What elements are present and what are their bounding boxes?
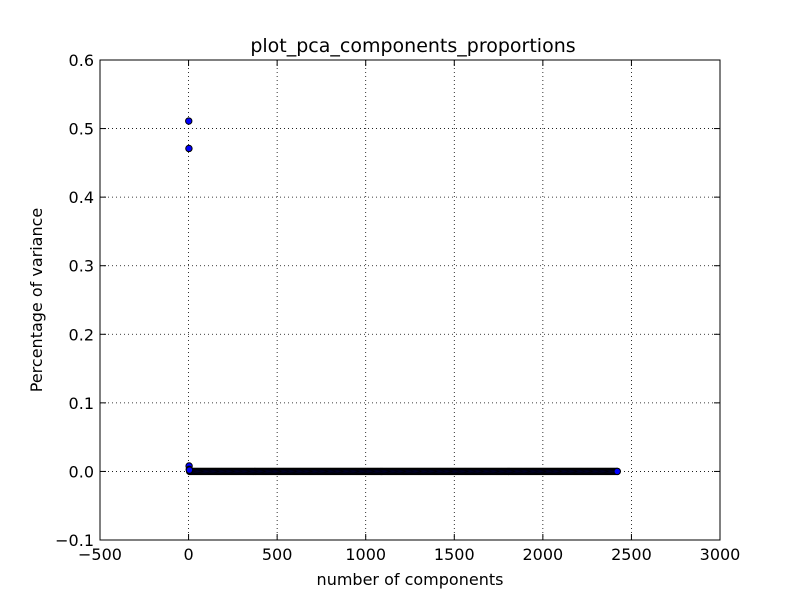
y-tick-label: −0.1 — [55, 531, 94, 550]
data-point — [185, 117, 193, 125]
x-tick-label: 1000 — [345, 545, 386, 564]
x-tick-label: 0 — [183, 545, 193, 564]
x-tick-label: 3000 — [700, 545, 741, 564]
data-point — [185, 466, 194, 474]
axis-ticks — [99, 59, 721, 541]
y-axis-label: Percentage of variance — [27, 208, 46, 392]
y-tick-labels: −0.1 0.0 0.1 0.2 0.3 0.4 0.5 0.6 — [55, 51, 94, 550]
x-tick-label: 1500 — [434, 545, 475, 564]
data-point — [185, 144, 193, 153]
y-tick-label: 0.3 — [69, 257, 94, 276]
y-tick-label: 0.6 — [69, 51, 94, 70]
y-tick-label: 0.5 — [69, 120, 94, 139]
chart-title: plot_pca_components_proportions — [250, 35, 575, 57]
y-tick-label: 0.1 — [69, 394, 94, 413]
x-axis-label: number of components — [317, 570, 504, 589]
data-point — [613, 467, 621, 476]
y-tick-label: 0.4 — [69, 188, 94, 207]
plot-area-frame — [99, 59, 721, 541]
x-tick-labels: −500 0 500 1000 1500 2000 2500 3000 — [78, 545, 740, 564]
x-tick-label: 500 — [262, 545, 293, 564]
x-tick-label: 2500 — [611, 545, 652, 564]
y-tick-label: 0.2 — [69, 325, 94, 344]
x-tick-label: −500 — [78, 545, 122, 564]
x-tick-label: 2000 — [522, 545, 563, 564]
y-tick-label: 0.0 — [69, 462, 94, 481]
data-points — [185, 117, 621, 476]
